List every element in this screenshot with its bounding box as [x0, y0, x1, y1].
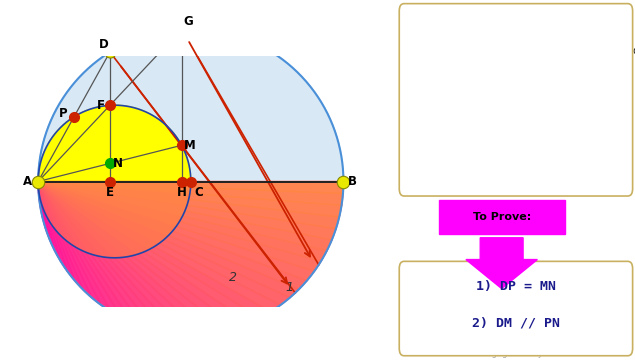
Text: P: intersection of AD and circle 2: P: intersection of AD and circle 2 [411, 92, 615, 102]
Polygon shape [38, 182, 43, 217]
Polygon shape [38, 182, 260, 322]
Polygon shape [38, 182, 179, 334]
Text: 2: 2 [229, 271, 237, 284]
Text: N: N [112, 157, 123, 170]
Polygon shape [38, 182, 336, 240]
Polygon shape [38, 182, 42, 205]
Polygon shape [38, 182, 46, 216]
Polygon shape [38, 182, 190, 334]
Polygon shape [38, 182, 344, 334]
Text: B: B [348, 175, 357, 188]
Polygon shape [38, 182, 190, 193]
Text: 2) DM // PN: 2) DM // PN [472, 317, 560, 330]
Polygon shape [38, 182, 203, 334]
Polygon shape [38, 182, 290, 305]
Polygon shape [38, 182, 281, 312]
Text: GMH ⊥ AB: GMH ⊥ AB [411, 161, 459, 171]
Polygon shape [38, 182, 67, 271]
Polygon shape [38, 182, 249, 327]
Polygon shape [38, 182, 168, 243]
Polygon shape [38, 182, 298, 298]
Polygon shape [38, 182, 91, 298]
Polygon shape [38, 182, 187, 216]
Polygon shape [38, 182, 80, 249]
Text: H: H [177, 186, 187, 199]
Text: F: F [97, 99, 105, 112]
Text: Given:: Given: [411, 24, 447, 34]
Text: 1) DP = MN: 1) DP = MN [476, 280, 556, 293]
Polygon shape [38, 182, 138, 257]
Polygon shape [38, 182, 144, 327]
FancyBboxPatch shape [399, 4, 632, 196]
Polygon shape [38, 182, 101, 305]
Polygon shape [38, 182, 40, 205]
Polygon shape [38, 182, 159, 249]
Text: D: D [99, 38, 109, 51]
Polygon shape [38, 182, 60, 236]
Text: DFE ⊥ AB: DFE ⊥ AB [411, 115, 459, 125]
Polygon shape [38, 182, 102, 257]
Polygon shape [38, 105, 190, 258]
Polygon shape [38, 182, 182, 227]
Text: © Antonio Gutierrez
www.gogeometry.com: © Antonio Gutierrez www.gogeometry.com [469, 338, 563, 358]
Polygon shape [38, 182, 190, 205]
Text: N: intersection of AM and FE: N: intersection of AM and FE [411, 184, 579, 194]
Polygon shape [38, 182, 46, 229]
Text: G: G [183, 15, 192, 28]
Polygon shape [38, 182, 314, 281]
Polygon shape [38, 182, 121, 318]
Polygon shape [38, 182, 343, 205]
Polygon shape [38, 182, 55, 251]
Polygon shape [38, 182, 238, 330]
Polygon shape [38, 182, 75, 281]
Polygon shape [38, 182, 126, 258]
Polygon shape [38, 182, 227, 332]
Text: E: E [106, 186, 114, 199]
Text: A: A [23, 175, 32, 188]
Polygon shape [38, 182, 149, 254]
Text: P: P [59, 107, 68, 120]
Polygon shape [38, 182, 271, 318]
Polygon shape [38, 182, 339, 229]
Polygon shape [38, 182, 332, 251]
Polygon shape [38, 182, 111, 312]
Polygon shape [38, 182, 177, 236]
Polygon shape [38, 182, 114, 258]
Text: AD: chord of circle 1: AD: chord of circle 1 [411, 69, 537, 79]
Polygon shape [38, 182, 215, 334]
Polygon shape [38, 29, 344, 334]
Polygon shape [38, 182, 70, 243]
FancyBboxPatch shape [399, 261, 632, 356]
Polygon shape [38, 182, 321, 271]
Polygon shape [38, 182, 91, 254]
FancyBboxPatch shape [439, 200, 565, 234]
Polygon shape [38, 182, 83, 289]
Text: To Prove:: To Prove: [472, 212, 531, 222]
Polygon shape [38, 182, 132, 322]
Text: 1: 1 [286, 281, 293, 294]
Polygon shape [38, 182, 344, 193]
Text: M: M [184, 139, 195, 152]
Text: G: intersection of AF and circle 1: G: intersection of AF and circle 1 [411, 138, 615, 148]
FancyArrow shape [466, 238, 537, 289]
Polygon shape [38, 182, 155, 330]
Polygon shape [38, 182, 307, 289]
Polygon shape [38, 182, 167, 332]
Polygon shape [38, 182, 61, 261]
Text: 1 and 2: circles with diameters AB and AC: 1 and 2: circles with diameters AB and A… [411, 46, 635, 57]
Polygon shape [38, 182, 53, 227]
Polygon shape [38, 29, 344, 182]
Polygon shape [38, 182, 50, 240]
Polygon shape [38, 182, 342, 217]
Polygon shape [38, 182, 327, 261]
Text: C: C [194, 186, 203, 199]
